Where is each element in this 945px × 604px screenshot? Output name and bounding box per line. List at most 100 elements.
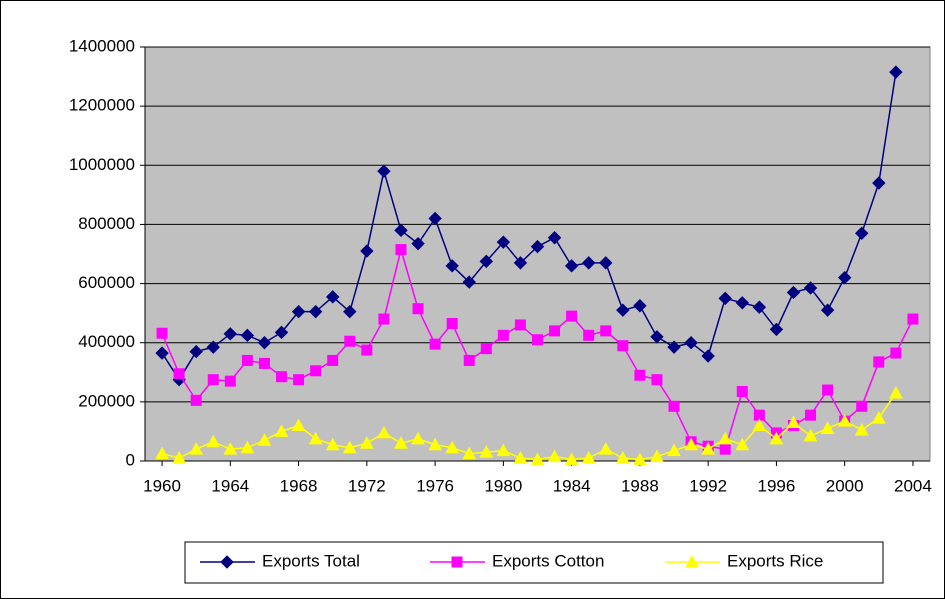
marker: [803, 281, 818, 295]
marker: [871, 411, 886, 424]
marker: [293, 374, 305, 386]
x-tick-label: 1976: [416, 476, 454, 495]
marker: [786, 415, 801, 429]
legend-label: Exports Total: [262, 551, 360, 570]
legend-box: [184, 541, 884, 584]
marker: [189, 442, 204, 455]
marker: [667, 340, 681, 354]
marker: [581, 450, 596, 464]
marker: [820, 421, 835, 434]
marker: [719, 443, 731, 455]
marker: [650, 449, 664, 463]
marker: [803, 428, 818, 442]
marker: [394, 223, 408, 238]
marker: [615, 450, 630, 464]
marker: [223, 327, 238, 341]
legend-label: Exports Cotton: [492, 551, 604, 570]
marker: [291, 418, 306, 432]
marker: [411, 236, 425, 251]
marker: [514, 319, 526, 331]
y-tick-label: 800000: [78, 214, 135, 233]
marker: [497, 329, 509, 341]
x-tick-label: 1996: [757, 476, 795, 495]
marker: [257, 336, 272, 350]
marker: [805, 409, 817, 421]
marker: [189, 344, 203, 359]
marker: [257, 433, 272, 446]
marker: [633, 299, 647, 313]
marker: [633, 452, 647, 466]
marker: [566, 310, 578, 322]
marker: [616, 303, 630, 317]
marker: [377, 425, 391, 439]
y-tick-label: 0: [126, 450, 135, 469]
marker: [223, 442, 238, 455]
marker: [327, 354, 339, 366]
x-tick-label: 1968: [280, 476, 318, 495]
marker: [856, 400, 868, 412]
marker: [274, 325, 289, 340]
marker: [617, 340, 629, 352]
marker: [599, 256, 613, 270]
marker: [342, 440, 357, 454]
marker: [190, 394, 202, 406]
marker: [752, 418, 767, 432]
marker: [378, 313, 390, 325]
legend-label: Exports Rice: [727, 551, 823, 570]
marker: [360, 244, 374, 258]
y-tick-label: 400000: [78, 332, 135, 351]
marker: [206, 434, 221, 448]
y-tick-label: 1000000: [69, 155, 135, 174]
marker: [872, 176, 886, 190]
legend-marker: [685, 554, 699, 568]
marker: [479, 445, 494, 458]
y-tick-label: 200000: [78, 391, 135, 410]
marker: [718, 291, 732, 306]
marker: [276, 371, 288, 383]
x-tick-label: 2000: [826, 476, 864, 495]
marker: [701, 442, 715, 455]
marker: [344, 335, 356, 347]
marker: [428, 437, 442, 451]
marker: [172, 450, 186, 464]
marker: [735, 296, 749, 310]
x-tick-label: 1988: [621, 476, 659, 495]
marker: [752, 300, 767, 314]
marker: [564, 259, 579, 273]
y-tick-label: 600000: [78, 273, 135, 292]
marker: [668, 400, 680, 412]
marker: [651, 374, 663, 386]
marker: [308, 304, 323, 319]
marker: [343, 304, 357, 319]
marker: [241, 354, 253, 366]
marker: [155, 346, 169, 360]
marker: [445, 440, 460, 454]
marker: [736, 386, 748, 398]
marker: [463, 354, 475, 366]
marker: [308, 431, 323, 445]
marker: [889, 65, 903, 79]
marker: [258, 357, 270, 369]
marker: [837, 414, 852, 427]
marker: [360, 436, 374, 449]
marker: [598, 442, 613, 455]
marker: [583, 329, 595, 341]
marker: [462, 275, 476, 289]
marker: [395, 244, 407, 256]
marker: [291, 304, 306, 319]
marker: [207, 374, 219, 386]
marker: [530, 239, 545, 254]
x-tick-label: 1960: [143, 476, 181, 495]
marker: [873, 356, 885, 368]
marker: [326, 290, 340, 304]
marker: [547, 231, 562, 245]
marker: [890, 347, 902, 359]
marker: [412, 303, 424, 315]
marker: [411, 431, 425, 445]
marker: [667, 443, 681, 457]
marker: [224, 375, 236, 387]
marker: [684, 437, 698, 451]
plot-area: [144, 46, 931, 462]
legend-marker: [220, 555, 234, 569]
